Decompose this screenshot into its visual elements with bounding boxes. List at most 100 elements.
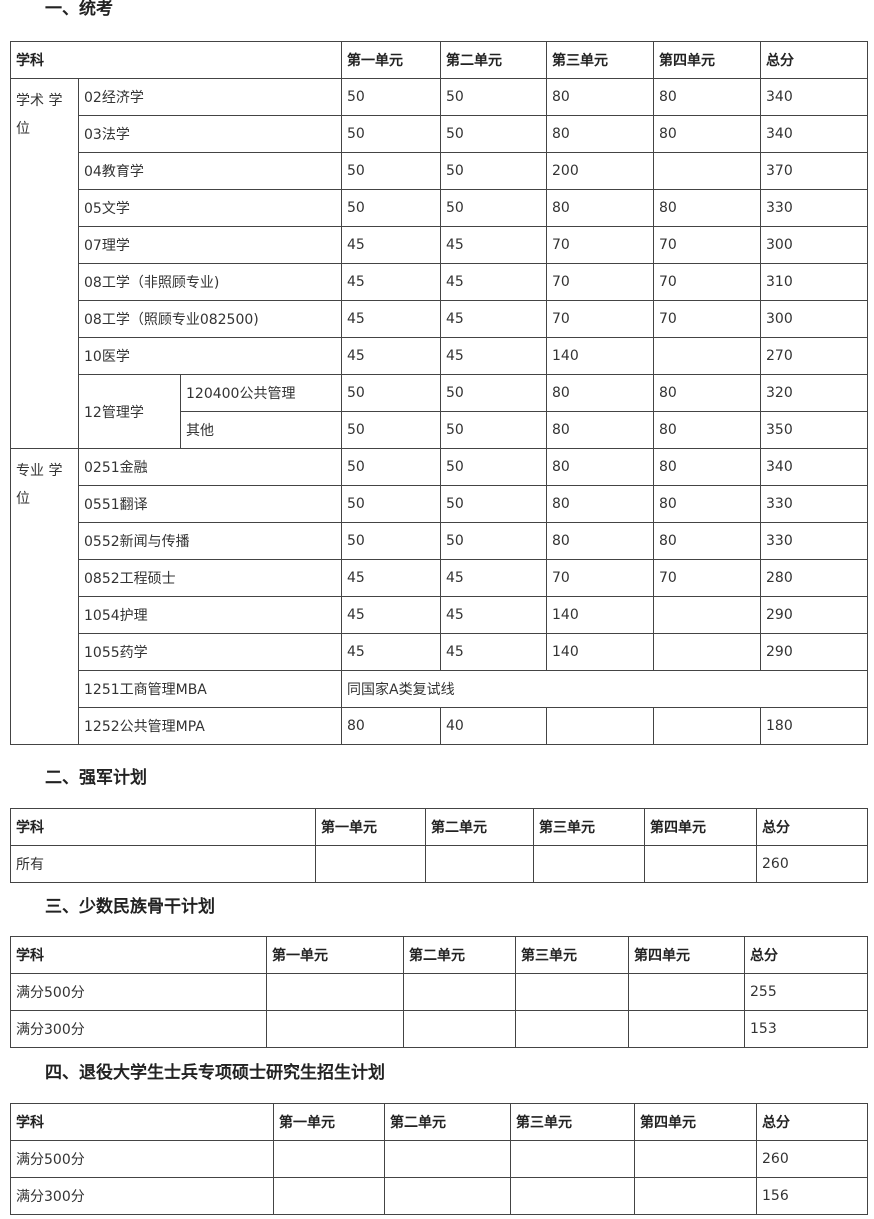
score-table: 学科 第一单元 第二单元 第三单元 第四单元 总分 满分500分 260 满分300分 156 [10, 1103, 868, 1215]
unit-score [515, 973, 629, 1011]
column-header: 第四单元 [628, 936, 745, 974]
unit-score: 50 [341, 115, 441, 153]
total-score: 320 [760, 374, 868, 412]
subject-name: 0852工程硕士 [78, 559, 342, 597]
unit-score: 80 [341, 707, 441, 745]
total-score: 255 [744, 973, 868, 1011]
total-score: 153 [744, 1010, 868, 1048]
total-score: 340 [760, 448, 868, 486]
subject-name: 08工学（非照顾专业) [78, 263, 342, 301]
unit-score [653, 707, 761, 745]
unit-score [546, 707, 654, 745]
section-heading: 一、统考 [45, 0, 113, 19]
unit-score: 45 [341, 559, 441, 597]
total-score: 340 [760, 115, 868, 153]
unit-score: 80 [653, 485, 761, 523]
table-row: 所有 260 [10, 845, 868, 883]
column-header: 第二单元 [384, 1103, 511, 1141]
unit-score: 80 [546, 189, 654, 227]
column-header: 第三单元 [510, 1103, 635, 1141]
total-score: 270 [760, 337, 868, 375]
unit-score: 45 [440, 596, 547, 634]
degree-group-label: 专业 学位 [10, 448, 79, 745]
unit-score [510, 1140, 635, 1178]
unit-score: 45 [341, 263, 441, 301]
unit-score: 45 [440, 559, 547, 597]
table-row: 专业 学位 0251金融 50 50 80 80 340 [10, 448, 868, 745]
unit-score: 80 [653, 115, 761, 153]
table-row: 其他 50 50 80 80 350 [11, 411, 868, 449]
unit-score [510, 1177, 635, 1215]
unit-score: 70 [546, 226, 654, 264]
total-score: 350 [760, 411, 868, 449]
unit-score [653, 596, 761, 634]
unit-score [384, 1177, 511, 1215]
unit-score: 70 [546, 300, 654, 338]
unit-score: 45 [440, 337, 547, 375]
unit-score [628, 973, 745, 1011]
column-header: 第三单元 [546, 41, 654, 79]
unit-score: 80 [653, 189, 761, 227]
unit-score: 200 [546, 152, 654, 190]
table-row: 0551翻译 50 50 80 80 330 [11, 485, 868, 523]
unit-score: 50 [341, 522, 441, 560]
unit-score: 50 [440, 189, 547, 227]
table-row: 0552新闻与传播 50 50 80 80 330 [11, 522, 868, 560]
header-row: 学科 第一单元 第二单元 第三单元 第四单元 总分 [10, 1103, 868, 1141]
unit-score [403, 1010, 516, 1048]
unit-score: 140 [546, 596, 654, 634]
column-header: 第三单元 [533, 808, 645, 846]
subject-name: 10医学 [78, 337, 342, 375]
column-header: 第一单元 [266, 936, 404, 974]
table-row: 满分500分 260 [10, 1140, 868, 1178]
subject-name: 0552新闻与传播 [78, 522, 342, 560]
unit-score: 140 [546, 633, 654, 671]
unit-score: 45 [341, 337, 441, 375]
unit-score: 80 [546, 448, 654, 486]
unit-score: 80 [546, 374, 654, 412]
table-row: 08工学（非照顾专业) 45 45 70 70 310 [11, 263, 868, 301]
unified-exam-table: 学科 第一单元 第二单元 第三单元 第四单元 总分 学术 学位 02经济学 50 50 80 80 34… [10, 41, 868, 745]
column-header: 学科 [10, 808, 316, 846]
column-header: 第一单元 [341, 41, 441, 79]
unit-score: 140 [546, 337, 654, 375]
table-row: 10医学 45 45 140 270 [11, 337, 868, 375]
total-score: 310 [760, 263, 868, 301]
total-score: 260 [756, 845, 868, 883]
subject-name: 07理学 [78, 226, 342, 264]
total-score: 330 [760, 485, 868, 523]
score-table: 学科 第一单元 第二单元 第三单元 第四单元 总分 所有 260 [10, 808, 868, 883]
subject-name: 02经济学 [78, 78, 342, 116]
unit-score: 45 [341, 226, 441, 264]
score-table: 学科 第一单元 第二单元 第三单元 第四单元 总分 满分500分 255 满分300分 153 [10, 936, 868, 1048]
subject-name: 满分500分 [10, 973, 267, 1011]
unit-score: 80 [546, 522, 654, 560]
total-score: 300 [760, 300, 868, 338]
unit-score [315, 845, 426, 883]
unit-score: 80 [546, 411, 654, 449]
total-score: 300 [760, 226, 868, 264]
header-row: 学科 第一单元 第二单元 第三单元 第四单元 总分 [10, 41, 868, 79]
unit-score [653, 337, 761, 375]
table-row: 0852工程硕士 45 45 70 70 280 [11, 559, 868, 597]
unit-score: 50 [341, 411, 441, 449]
unit-score [384, 1140, 511, 1178]
column-header: 第二单元 [425, 808, 534, 846]
unit-score: 70 [546, 559, 654, 597]
table-row: 满分300分 153 [10, 1010, 868, 1048]
unit-score: 50 [440, 485, 547, 523]
column-header: 第四单元 [653, 41, 761, 79]
total-score: 290 [760, 596, 868, 634]
unit-score: 50 [440, 115, 547, 153]
unit-score [653, 152, 761, 190]
column-header: 第一单元 [273, 1103, 385, 1141]
total-score: 260 [756, 1140, 868, 1178]
subject-name: 05文学 [78, 189, 342, 227]
table-row: 08工学（照顾专业082500) 45 45 70 70 300 [11, 300, 868, 338]
unit-score: 50 [440, 411, 547, 449]
unit-score [266, 973, 404, 1011]
unit-score: 50 [341, 78, 441, 116]
unit-score: 45 [341, 633, 441, 671]
unit-score [628, 1010, 745, 1048]
column-header: 学科 [10, 41, 342, 79]
